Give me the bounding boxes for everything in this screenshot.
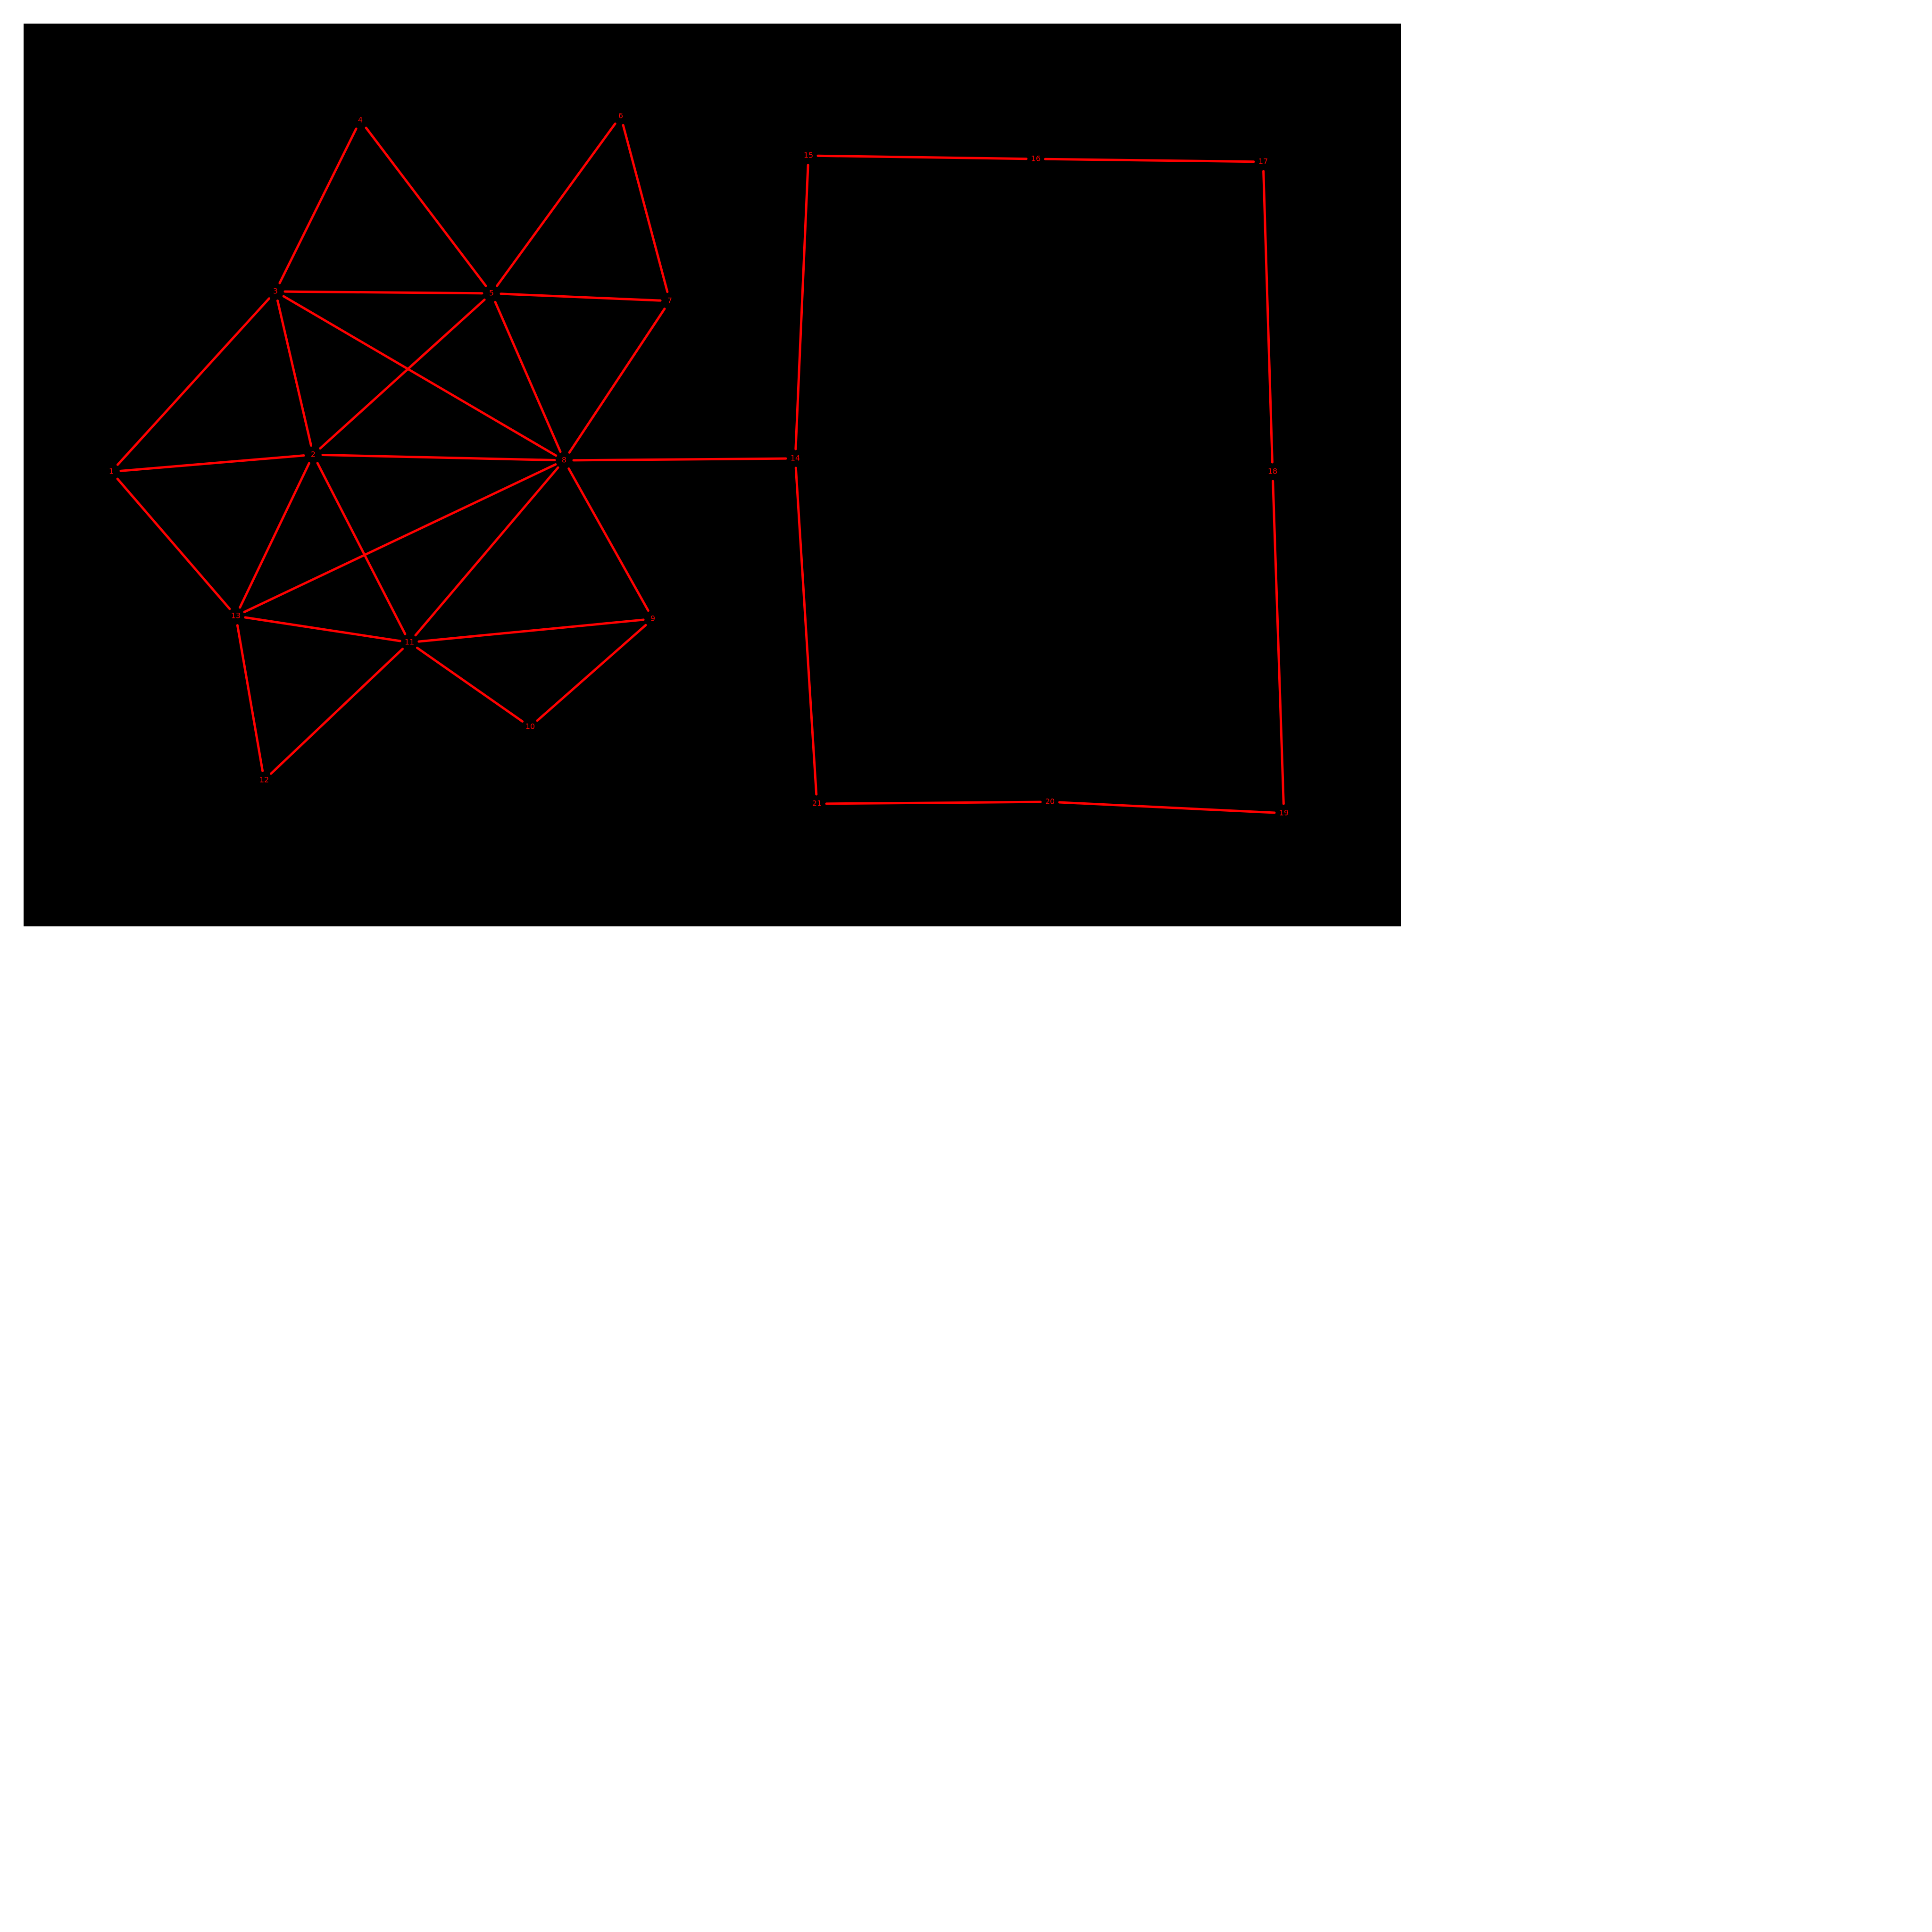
edge-3-2 xyxy=(276,299,312,447)
edge-1-2 xyxy=(119,454,305,472)
edge-11-10 xyxy=(416,646,524,723)
node-label-15: 15 xyxy=(804,151,813,160)
node-label-9: 9 xyxy=(650,614,655,623)
node-label-1: 1 xyxy=(109,467,114,476)
node-label-11: 11 xyxy=(405,638,414,647)
graph-canvas-background xyxy=(24,24,1401,926)
edge-8-11 xyxy=(414,466,559,637)
node-label-14: 14 xyxy=(791,454,800,463)
edge-4-5 xyxy=(365,126,487,287)
node-label-2: 2 xyxy=(311,450,316,459)
edge-14-15 xyxy=(794,164,809,450)
edge-19-20 xyxy=(1058,801,1276,814)
edge-layer xyxy=(116,122,1285,814)
node-label-20: 20 xyxy=(1045,797,1055,806)
node-label-21: 21 xyxy=(812,799,822,808)
edge-8-9 xyxy=(567,467,650,612)
edge-5-2 xyxy=(319,298,486,450)
node-label-7: 7 xyxy=(667,296,672,305)
node-label-10: 10 xyxy=(525,722,535,731)
edge-13-11 xyxy=(244,616,401,642)
edge-13-12 xyxy=(236,624,264,772)
edge-5-8 xyxy=(494,300,562,453)
node-label-6: 6 xyxy=(618,111,623,120)
edge-20-21 xyxy=(825,800,1042,805)
edge-2-8 xyxy=(321,453,556,462)
edge-2-13 xyxy=(239,462,310,609)
edge-2-11 xyxy=(316,462,407,635)
edge-5-6 xyxy=(496,122,616,287)
edge-7-8 xyxy=(568,308,666,454)
edge-16-17 xyxy=(1044,158,1255,163)
edge-12-11 xyxy=(270,648,404,775)
node-label-12: 12 xyxy=(259,775,269,784)
node-label-13: 13 xyxy=(231,611,241,620)
edge-10-9 xyxy=(536,624,647,722)
node-label-8: 8 xyxy=(562,456,566,465)
edge-1-13 xyxy=(116,477,231,610)
edge-11-9 xyxy=(417,618,645,643)
edge-8-14 xyxy=(572,457,787,462)
edge-17-18 xyxy=(1262,170,1274,464)
edge-5-7 xyxy=(500,292,662,302)
node-label-4: 4 xyxy=(358,116,363,125)
edge-3-5 xyxy=(283,290,483,295)
node-label-5: 5 xyxy=(489,289,494,298)
node-label-18: 18 xyxy=(1268,467,1277,476)
node-label-19: 19 xyxy=(1279,808,1289,817)
edge-21-14 xyxy=(794,466,818,796)
edge-6-7 xyxy=(622,124,669,293)
edge-3-4 xyxy=(278,127,358,284)
node-label-17: 17 xyxy=(1258,157,1268,166)
node-label-3: 3 xyxy=(273,287,278,296)
edge-15-16 xyxy=(816,154,1028,160)
edge-8-13 xyxy=(243,463,557,613)
edge-3-8 xyxy=(282,295,558,457)
node-label-16: 16 xyxy=(1031,154,1041,163)
edge-1-3 xyxy=(116,297,271,466)
edge-18-19 xyxy=(1272,480,1285,805)
